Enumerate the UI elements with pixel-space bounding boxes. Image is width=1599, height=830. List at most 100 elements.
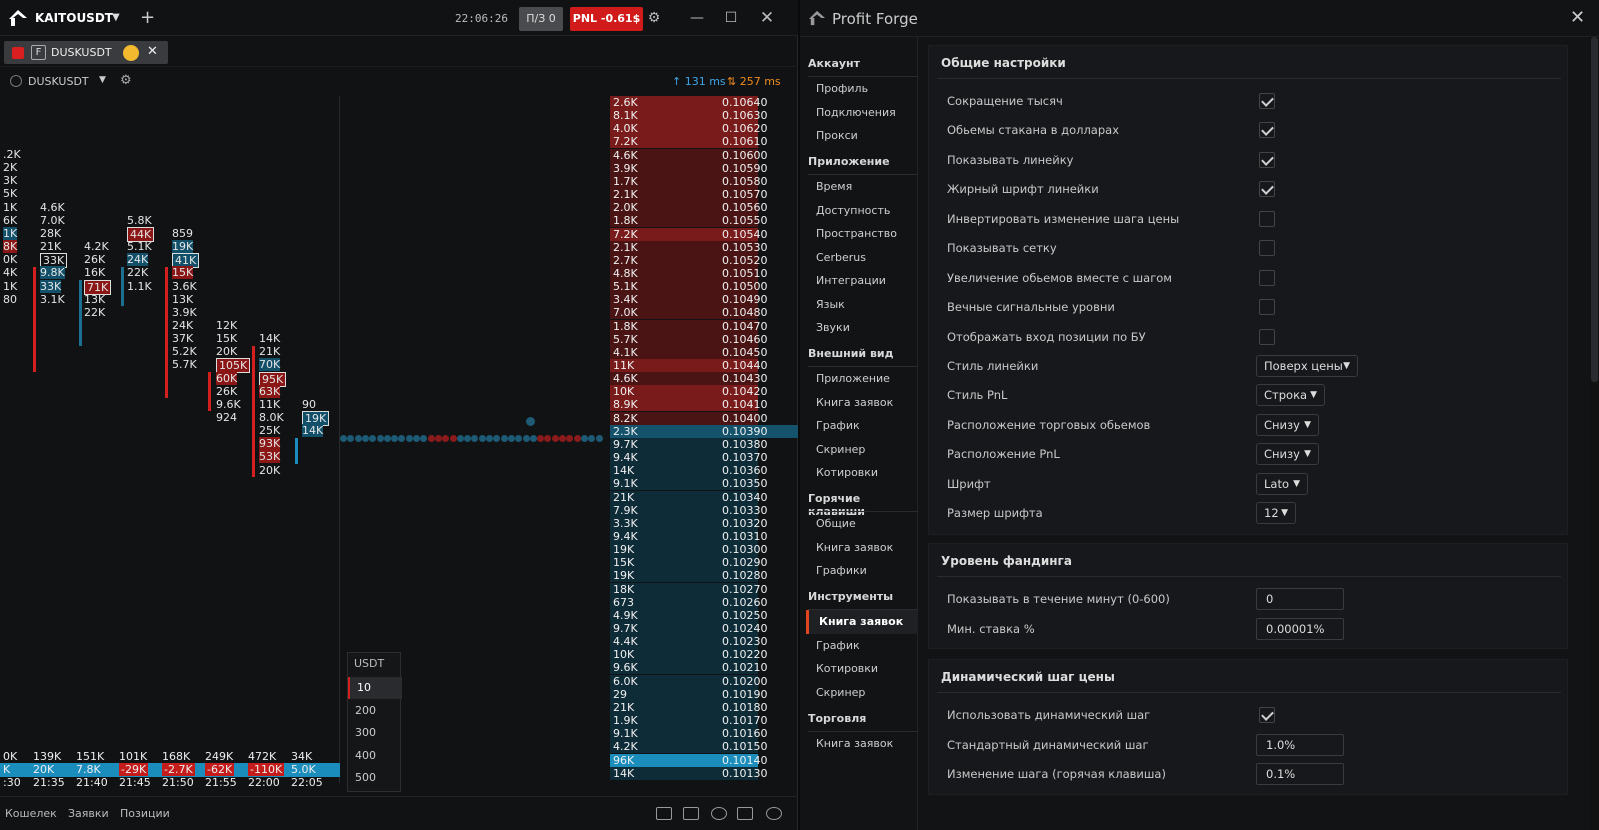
setting-checkbox[interactable] bbox=[1259, 240, 1275, 256]
book-row[interactable]: 8.2K 0.10400 bbox=[610, 411, 798, 425]
book-row[interactable]: 8.1K 0.10630 bbox=[610, 109, 798, 123]
book-row[interactable]: 18K 0.10270 bbox=[610, 582, 798, 596]
book-row[interactable]: 4.6K 0.10600 bbox=[610, 148, 798, 162]
setting-checkbox[interactable] bbox=[1259, 122, 1275, 138]
nav-item-spaces[interactable]: Пространство bbox=[816, 227, 898, 240]
setting-checkbox[interactable] bbox=[1259, 329, 1275, 345]
positions-tab[interactable]: Позиции bbox=[120, 807, 170, 820]
book-row[interactable]: 5.7K 0.10460 bbox=[610, 332, 798, 346]
pnl-position-select[interactable]: Снизу ▼ bbox=[1256, 443, 1319, 465]
book-row[interactable]: 8.9K 0.10410 bbox=[610, 398, 798, 412]
font-select[interactable]: Lato ▼ bbox=[1256, 473, 1308, 495]
book-row[interactable]: 2.1K 0.10530 bbox=[610, 240, 798, 254]
target-icon[interactable] bbox=[711, 807, 727, 820]
nav-item-view-screener[interactable]: Скринер bbox=[816, 443, 866, 456]
close-tab-icon[interactable]: ✕ bbox=[147, 44, 158, 59]
info-icon[interactable] bbox=[766, 807, 782, 820]
book-row[interactable]: 673 0.10260 bbox=[610, 595, 798, 609]
book-row[interactable]: 14K 0.10130 bbox=[610, 766, 798, 780]
nav-item-hotkeys-charts[interactable]: Графики bbox=[816, 564, 867, 577]
nav-item-profile[interactable]: Профиль bbox=[816, 82, 869, 95]
nav-item-connections[interactable]: Подключения bbox=[816, 106, 896, 119]
setting-checkbox[interactable] bbox=[1259, 181, 1275, 197]
book-row[interactable]: 2.0K 0.10560 bbox=[610, 201, 798, 215]
book-row[interactable]: 7.2K 0.10610 bbox=[610, 135, 798, 149]
setting-checkbox[interactable] bbox=[1259, 93, 1275, 109]
orders-tab[interactable]: Заявки bbox=[68, 807, 109, 820]
nav-item-integrations[interactable]: Интеграции bbox=[816, 274, 886, 287]
book-row[interactable]: 7.2K 0.10540 bbox=[610, 227, 798, 241]
nav-item-view-quotes[interactable]: Котировки bbox=[816, 466, 879, 479]
book-row[interactable]: 4.6K 0.10430 bbox=[610, 372, 798, 386]
chevron-down-icon[interactable]: ▼ bbox=[99, 75, 106, 85]
scrollbar-thumb[interactable] bbox=[1591, 37, 1598, 382]
setting-checkbox[interactable] bbox=[1259, 211, 1275, 227]
step-change-input[interactable]: 0.1% bbox=[1256, 763, 1344, 785]
book-row[interactable]: 10K 0.10420 bbox=[610, 385, 798, 399]
book-row[interactable]: 4.9K 0.10250 bbox=[610, 608, 798, 622]
add-tab-button[interactable]: + bbox=[140, 7, 156, 28]
nav-item-view-app[interactable]: Приложение bbox=[816, 372, 890, 385]
book-row[interactable]: 2.6K 0.10640 bbox=[610, 96, 798, 109]
book-row[interactable]: 4.4K 0.10230 bbox=[610, 635, 798, 649]
book-row[interactable]: 9.7K 0.10380 bbox=[610, 437, 798, 451]
wallet-tab[interactable]: Кошелек bbox=[5, 807, 57, 820]
book-layout-icon[interactable] bbox=[683, 807, 699, 820]
book-row[interactable]: 19K 0.10300 bbox=[610, 543, 798, 557]
lot-option[interactable]: 200 bbox=[355, 704, 376, 717]
book-row[interactable]: 21K 0.10340 bbox=[610, 490, 798, 504]
book-row[interactable]: 14K 0.10360 bbox=[610, 464, 798, 478]
book-row[interactable]: 9.4K 0.10370 bbox=[610, 451, 798, 465]
funding-minutes-input[interactable]: 0 bbox=[1256, 588, 1344, 610]
nav-item-trading-book[interactable]: Книга заявок bbox=[816, 737, 894, 750]
book-row[interactable]: 7.0K 0.10480 bbox=[610, 306, 798, 320]
close-icon[interactable]: ✕ bbox=[759, 8, 775, 28]
nav-item-tools-quotes[interactable]: Котировки bbox=[816, 662, 879, 675]
lot-option[interactable]: 10 bbox=[348, 677, 402, 699]
book-row[interactable]: 1.7K 0.10580 bbox=[610, 174, 798, 188]
trade-volume-position-select[interactable]: Снизу ▼ bbox=[1256, 414, 1319, 436]
book-row[interactable]: 4.2K 0.10150 bbox=[610, 740, 798, 754]
order-book[interactable]: 2.6K 0.10640 8.1K 0.10630 4.0K 0.10620 7.2K 0.1… bbox=[610, 96, 798, 783]
maximize-icon[interactable]: ☐ bbox=[724, 10, 738, 26]
nav-item-cerberus[interactable]: Cerberus bbox=[816, 251, 866, 264]
book-row[interactable]: 3.4K 0.10490 bbox=[610, 293, 798, 307]
book-row[interactable]: 2.3K 0.10390 bbox=[610, 424, 798, 438]
tab-duskusdt[interactable]: F DUSKUSDT ✕ bbox=[4, 41, 168, 64]
pnl-badge[interactable]: PNL -0.61$ bbox=[570, 7, 643, 31]
funding-rate-input[interactable]: 0.00001% bbox=[1256, 618, 1344, 640]
book-row[interactable]: 1.8K 0.10550 bbox=[610, 214, 798, 228]
nav-item-access[interactable]: Доступность bbox=[816, 204, 891, 217]
book-row[interactable]: 4.0K 0.10620 bbox=[610, 122, 798, 136]
book-row[interactable]: 3.9K 0.10590 bbox=[610, 161, 798, 175]
book-row[interactable]: 4.8K 0.10510 bbox=[610, 266, 798, 280]
book-row[interactable]: 11K 0.10440 bbox=[610, 359, 798, 372]
nav-item-language[interactable]: Язык bbox=[816, 298, 845, 311]
book-row[interactable]: 15K 0.10290 bbox=[610, 556, 798, 570]
nav-item-hotkeys-general[interactable]: Общие bbox=[816, 517, 856, 530]
gear-icon[interactable]: ⚙ bbox=[120, 73, 132, 88]
lot-option[interactable]: 500 bbox=[355, 771, 376, 784]
nav-item-view-book[interactable]: Книга заявок bbox=[816, 396, 894, 409]
trades-tape[interactable] bbox=[340, 96, 610, 783]
pnl-counter-button[interactable]: П/З 0 bbox=[519, 7, 563, 31]
book-row[interactable]: 9.1K 0.10350 bbox=[610, 477, 798, 491]
font-size-select[interactable]: 12 ▼ bbox=[1256, 502, 1296, 524]
book-row[interactable]: 21K 0.10180 bbox=[610, 700, 798, 714]
nav-item-tools-chart[interactable]: График bbox=[816, 639, 860, 652]
book-row[interactable]: 3.3K 0.10320 bbox=[610, 516, 798, 530]
book-row[interactable]: 9.4K 0.10310 bbox=[610, 529, 798, 543]
setting-checkbox[interactable] bbox=[1259, 270, 1275, 286]
book-row[interactable]: 7.9K 0.10330 bbox=[610, 503, 798, 517]
dynamic-step-input[interactable]: 1.0% bbox=[1256, 734, 1344, 756]
book-row[interactable]: 9.1K 0.10160 bbox=[610, 727, 798, 741]
book-row[interactable]: 1.9K 0.10170 bbox=[610, 714, 798, 728]
book-row[interactable]: 5.1K 0.10500 bbox=[610, 280, 798, 294]
book-row[interactable]: 4.1K 0.10450 bbox=[610, 345, 798, 359]
pnl-style-select[interactable]: Строка ▼ bbox=[1256, 384, 1325, 406]
book-row[interactable]: 1.8K 0.10470 bbox=[610, 319, 798, 333]
book-row[interactable]: 96K 0.10140 bbox=[610, 753, 798, 767]
lot-option[interactable]: 400 bbox=[355, 749, 376, 762]
symbol-selector[interactable]: KAITOUSDT bbox=[35, 11, 113, 25]
cluster-chart[interactable]: .2K 2K 3K 5K 1K 6K 1K 8K 0K 4K 1K 80 4.6K 7.0K 28K 21K 3… bbox=[0, 96, 340, 789]
